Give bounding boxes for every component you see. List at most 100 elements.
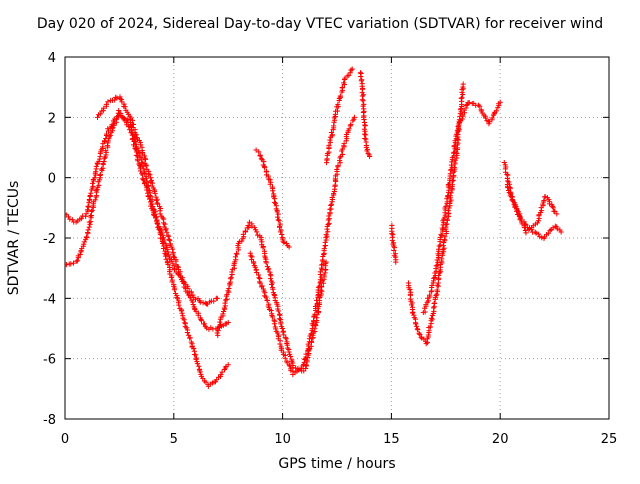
data-point [334, 108, 341, 114]
data-point [329, 132, 335, 138]
data-point [127, 127, 133, 133]
data-point [214, 295, 220, 301]
data-point [169, 279, 175, 285]
data-point [268, 281, 275, 288]
data-point [233, 250, 239, 257]
data-point [88, 208, 95, 215]
data-point [202, 300, 208, 306]
data-point [425, 332, 431, 338]
data-point [170, 263, 176, 269]
data-point [286, 362, 292, 368]
data-point [276, 224, 283, 230]
series-track-g [323, 66, 355, 166]
data-point [196, 363, 202, 369]
data-point [195, 312, 201, 318]
series-track-j [405, 81, 466, 347]
data-point [89, 180, 96, 186]
data-point [554, 211, 560, 217]
data-point [337, 93, 343, 99]
data-point [268, 307, 274, 314]
data-point [226, 285, 232, 292]
series-track-c [94, 94, 231, 332]
data-point [166, 236, 172, 242]
data-point [83, 211, 89, 217]
data-point [452, 146, 458, 152]
data-point [217, 321, 224, 328]
data-point [219, 369, 225, 375]
data-point [240, 231, 246, 237]
data-point [214, 330, 220, 336]
data-point [281, 332, 287, 338]
data-point [201, 321, 208, 327]
x-axis-label: GPS time / hours [278, 456, 396, 472]
data-point [316, 283, 322, 289]
data-point [435, 251, 441, 257]
data-point [532, 229, 538, 235]
data-point [87, 221, 93, 227]
plot-frame [64, 56, 610, 420]
x-tick-label: 15 [383, 432, 400, 447]
data-point [160, 215, 166, 221]
data-point [211, 298, 217, 304]
data-point [278, 321, 284, 327]
data-point [139, 160, 145, 166]
data-point [451, 149, 457, 155]
data-point [157, 225, 163, 232]
data-point [170, 254, 177, 260]
data-point [96, 158, 102, 165]
data-point [88, 190, 94, 196]
data-point [358, 78, 365, 84]
data-point [281, 239, 287, 246]
data-point [165, 249, 171, 255]
data-point [367, 153, 373, 160]
data-point [269, 314, 276, 320]
data-point [270, 188, 276, 194]
data-point [325, 229, 331, 235]
data-point [148, 203, 154, 209]
data-point [277, 229, 284, 235]
data-point [67, 216, 73, 222]
data-point [101, 158, 107, 165]
data-point [341, 141, 347, 147]
data-point [439, 225, 445, 231]
data-point [105, 99, 111, 105]
data-point [407, 286, 413, 293]
data-point [114, 95, 120, 101]
data-point [193, 356, 199, 362]
data-point [393, 259, 399, 265]
data-point [275, 217, 281, 223]
data-point [109, 126, 115, 132]
data-point [318, 291, 324, 297]
data-point [360, 98, 366, 104]
data-point [451, 143, 457, 149]
data-point [475, 102, 482, 108]
data-point [428, 315, 434, 321]
data-point [86, 224, 92, 230]
data-point [140, 177, 147, 183]
data-point [426, 292, 433, 298]
data-point [190, 301, 196, 308]
data-point [164, 229, 170, 235]
data-point [335, 163, 341, 169]
data-point [328, 129, 335, 136]
data-point [94, 114, 101, 121]
series-track-e [247, 114, 358, 378]
y-tick-label: -2 [43, 232, 56, 247]
data-point [327, 137, 333, 143]
series-track-m [504, 181, 560, 236]
data-point [361, 131, 368, 137]
data-point [311, 314, 317, 320]
series-track-h [357, 70, 373, 160]
data-point [267, 275, 274, 282]
y-tick-label: -8 [43, 413, 56, 428]
data-point [153, 214, 159, 221]
data-point [96, 182, 102, 188]
data-point [321, 272, 327, 278]
data-point [436, 246, 442, 252]
data-point [521, 225, 528, 231]
data-point [154, 220, 160, 227]
data-point [286, 349, 292, 355]
data-point [321, 246, 327, 252]
data-point [417, 331, 423, 338]
